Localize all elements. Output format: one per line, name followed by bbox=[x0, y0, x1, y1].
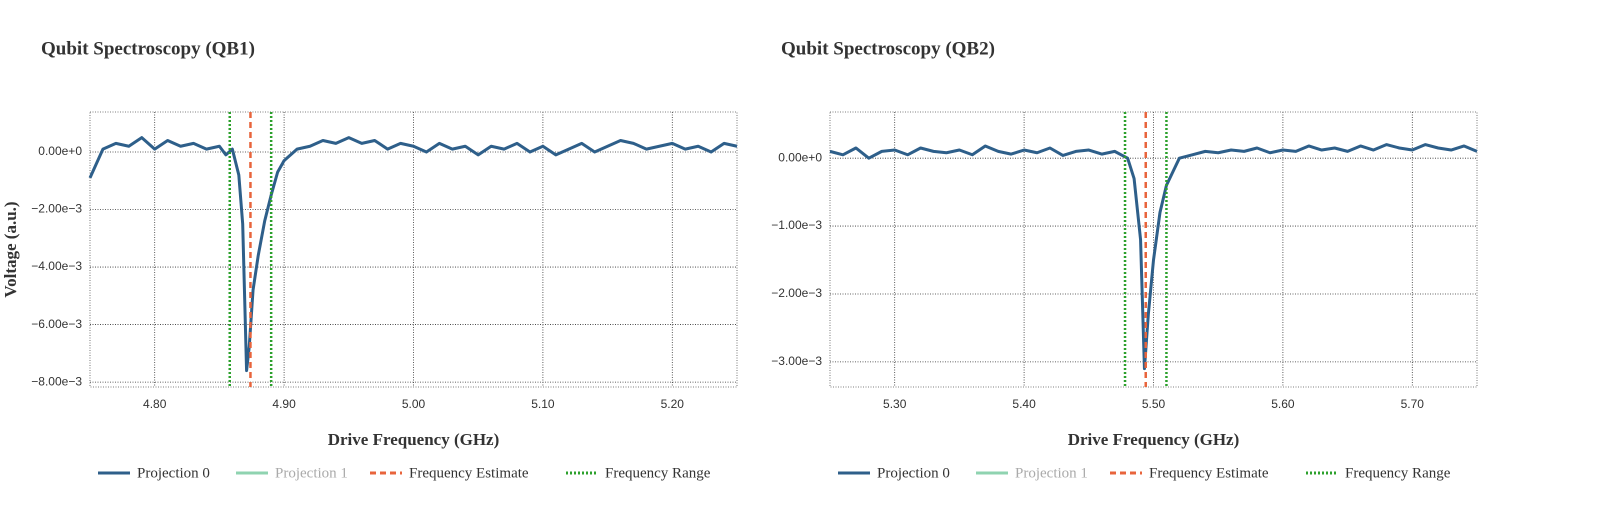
plot-frame bbox=[829, 111, 1478, 388]
y-tick-label: −8.00e−3 bbox=[31, 374, 82, 388]
x-tick-label: 5.70 bbox=[1401, 397, 1425, 411]
data-line bbox=[88, 136, 738, 373]
y-tick-label: −2.00e−3 bbox=[771, 286, 822, 300]
x-axis-label: Drive Frequency (GHz) bbox=[328, 430, 500, 449]
x-tick-label: 5.00 bbox=[402, 397, 426, 411]
x-tick-label: 5.20 bbox=[661, 397, 685, 411]
data-line bbox=[829, 143, 1478, 371]
y-axis-label: Voltage (a.u.) bbox=[1, 201, 20, 297]
legend-label[interactable]: Projection 1 bbox=[275, 465, 348, 481]
y-tick-label: −4.00e−3 bbox=[31, 259, 82, 273]
legend-label[interactable]: Frequency Range bbox=[605, 465, 711, 481]
x-tick-label: 4.90 bbox=[272, 397, 296, 411]
legend-label[interactable]: Frequency Estimate bbox=[409, 465, 529, 481]
y-tick-label: 0.00e+0 bbox=[38, 144, 82, 158]
x-tick-label: 5.60 bbox=[1271, 397, 1295, 411]
x-tick-label: 4.80 bbox=[143, 397, 167, 411]
y-tick-label: −1.00e−3 bbox=[771, 218, 822, 232]
x-tick-label: 5.50 bbox=[1142, 397, 1166, 411]
plot-frame bbox=[89, 111, 738, 388]
legend-label[interactable]: Frequency Estimate bbox=[1149, 465, 1269, 481]
chart-title: Qubit Spectroscopy (QB1) bbox=[41, 38, 255, 59]
x-axis-label: Drive Frequency (GHz) bbox=[1068, 430, 1240, 449]
legend-label[interactable]: Projection 1 bbox=[1015, 465, 1088, 481]
x-tick-label: 5.10 bbox=[531, 397, 555, 411]
legend-label[interactable]: Frequency Range bbox=[1345, 465, 1451, 481]
y-tick-label: 0.00e+0 bbox=[778, 150, 822, 164]
y-tick-label: −3.00e−3 bbox=[771, 354, 822, 368]
x-tick-label: 5.40 bbox=[1012, 397, 1036, 411]
x-tick-label: 5.30 bbox=[883, 397, 907, 411]
legend-label[interactable]: Projection 0 bbox=[877, 465, 950, 481]
y-tick-label: −6.00e−3 bbox=[31, 317, 82, 331]
legend-label[interactable]: Projection 0 bbox=[137, 465, 210, 481]
y-tick-label: −2.00e−3 bbox=[31, 202, 82, 216]
chart-title: Qubit Spectroscopy (QB2) bbox=[781, 38, 995, 59]
